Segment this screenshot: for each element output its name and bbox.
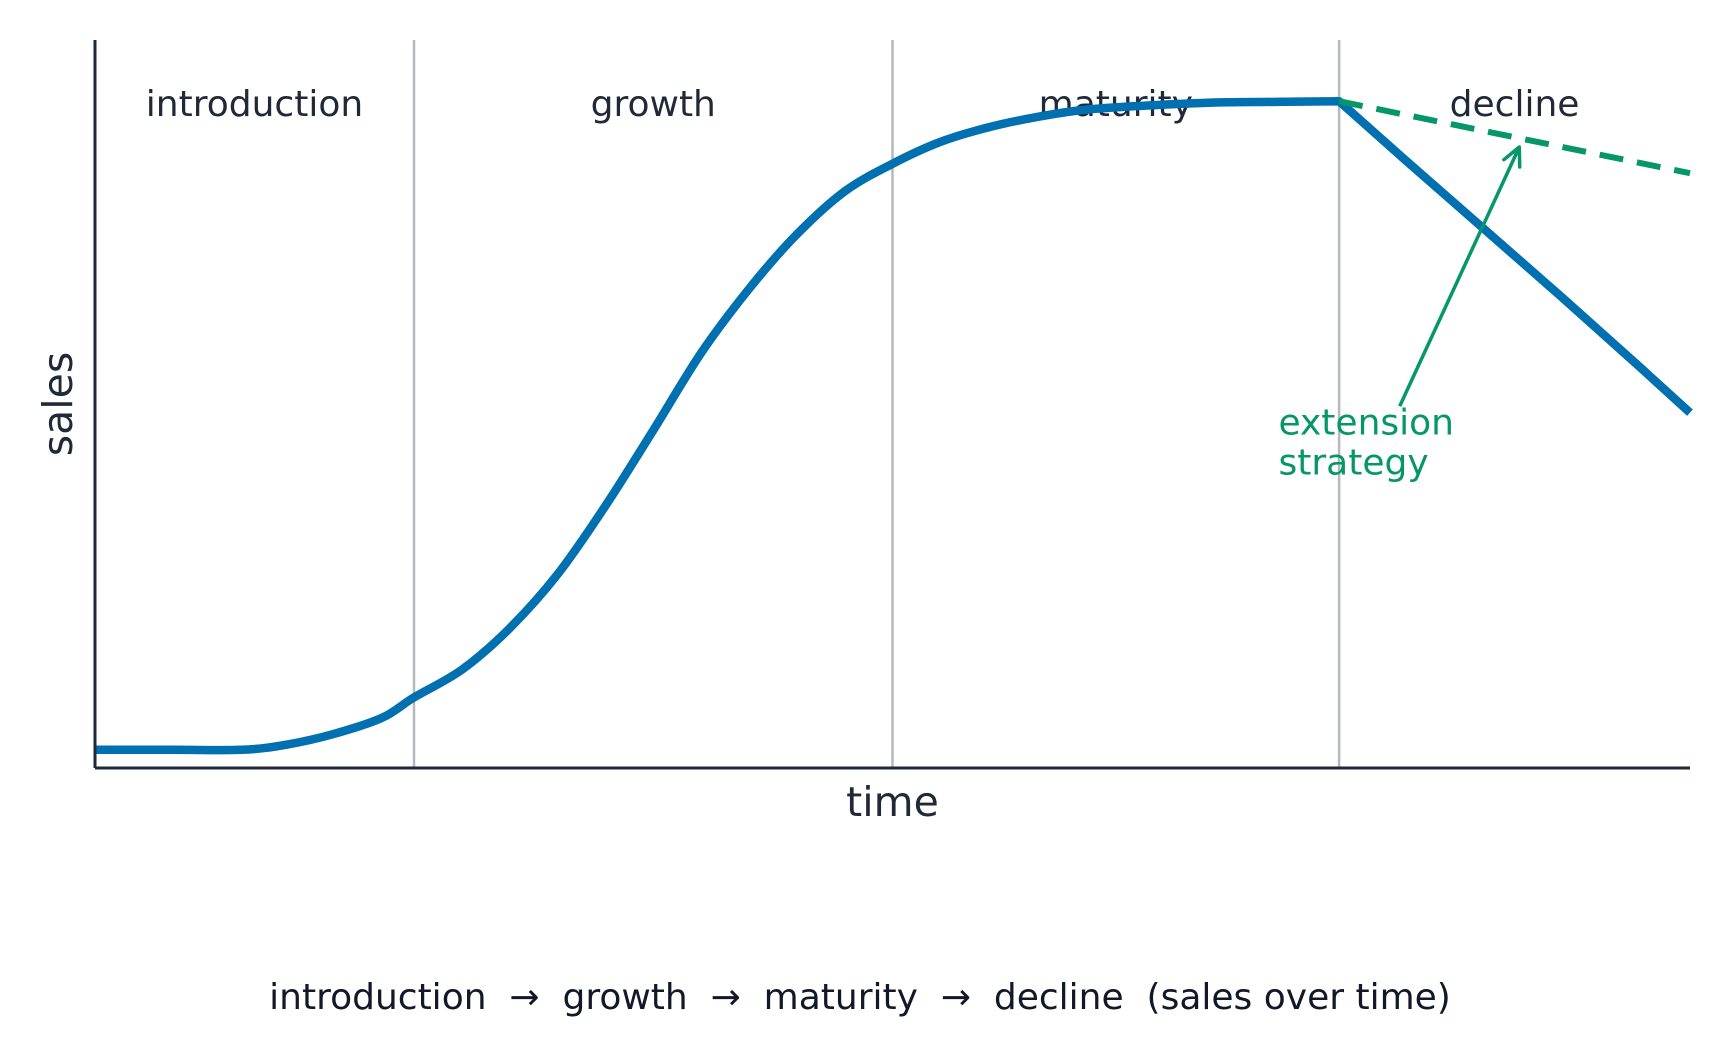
y-axis-title: sales (34, 352, 82, 456)
stage-dividers (412, 40, 1341, 768)
series-layer (94, 96, 1693, 755)
annotation-text-line: strategy (1278, 443, 1428, 484)
stage-label-introduction: introduction (146, 84, 363, 125)
chart-caption: introduction → growth → maturity → decli… (269, 977, 1451, 1018)
sales-curve (94, 96, 1693, 755)
x-axis-title: time (846, 778, 939, 826)
annotation-text-line: extension (1278, 403, 1454, 444)
stage-labels: introduction growth maturity decline (146, 84, 1580, 125)
annotation-arrow (1398, 146, 1521, 407)
annotation-arrowhead (1502, 145, 1522, 169)
axes (93, 40, 1690, 770)
stage-label-decline: decline (1450, 84, 1580, 125)
stage-label-growth: growth (591, 84, 716, 125)
extension-strategy-line (1338, 98, 1691, 177)
